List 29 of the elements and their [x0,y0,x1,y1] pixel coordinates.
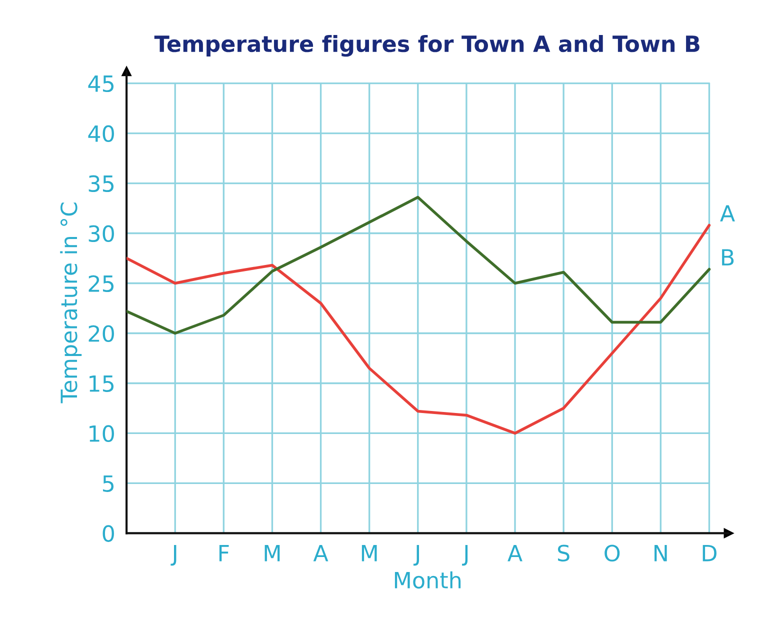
series-label: A [720,205,735,222]
x-tick-label: D [702,544,716,562]
y-tick-label: 30 [88,225,114,242]
y-tick-label: 25 [88,275,114,292]
x-tick-label: A [313,544,328,562]
y-tick-label: 35 [88,175,114,192]
y-tick-label: 20 [88,325,114,342]
y-tick-label: 0 [102,525,114,542]
x-tick-label: M [264,544,280,562]
y-tick-label: 40 [88,125,114,142]
y-axis-title: Temperature in °C [60,202,82,404]
x-axis-title: Month [394,571,461,589]
line-series [126,196,711,335]
y-tick-label: 15 [90,375,114,392]
x-tick-label: O [604,544,620,562]
series-label: B [722,249,734,266]
x-tick-label: J [170,544,176,566]
x-tick-label: F [219,544,229,562]
x-tick-label: A [508,544,522,562]
chart-title: Temperature figures for Town A and Town B [154,34,700,57]
x-tick-label: M [362,544,377,562]
line-series [126,224,711,435]
y-tick-label: 45 [88,76,114,92]
x-tick-label: J [413,544,419,566]
y-tick-label: 5 [103,475,114,492]
x-tick-label: J [462,544,468,566]
x-tick-label: S [558,544,570,562]
y-tick-label: 10 [90,425,114,442]
x-tick-label: N [654,544,667,562]
